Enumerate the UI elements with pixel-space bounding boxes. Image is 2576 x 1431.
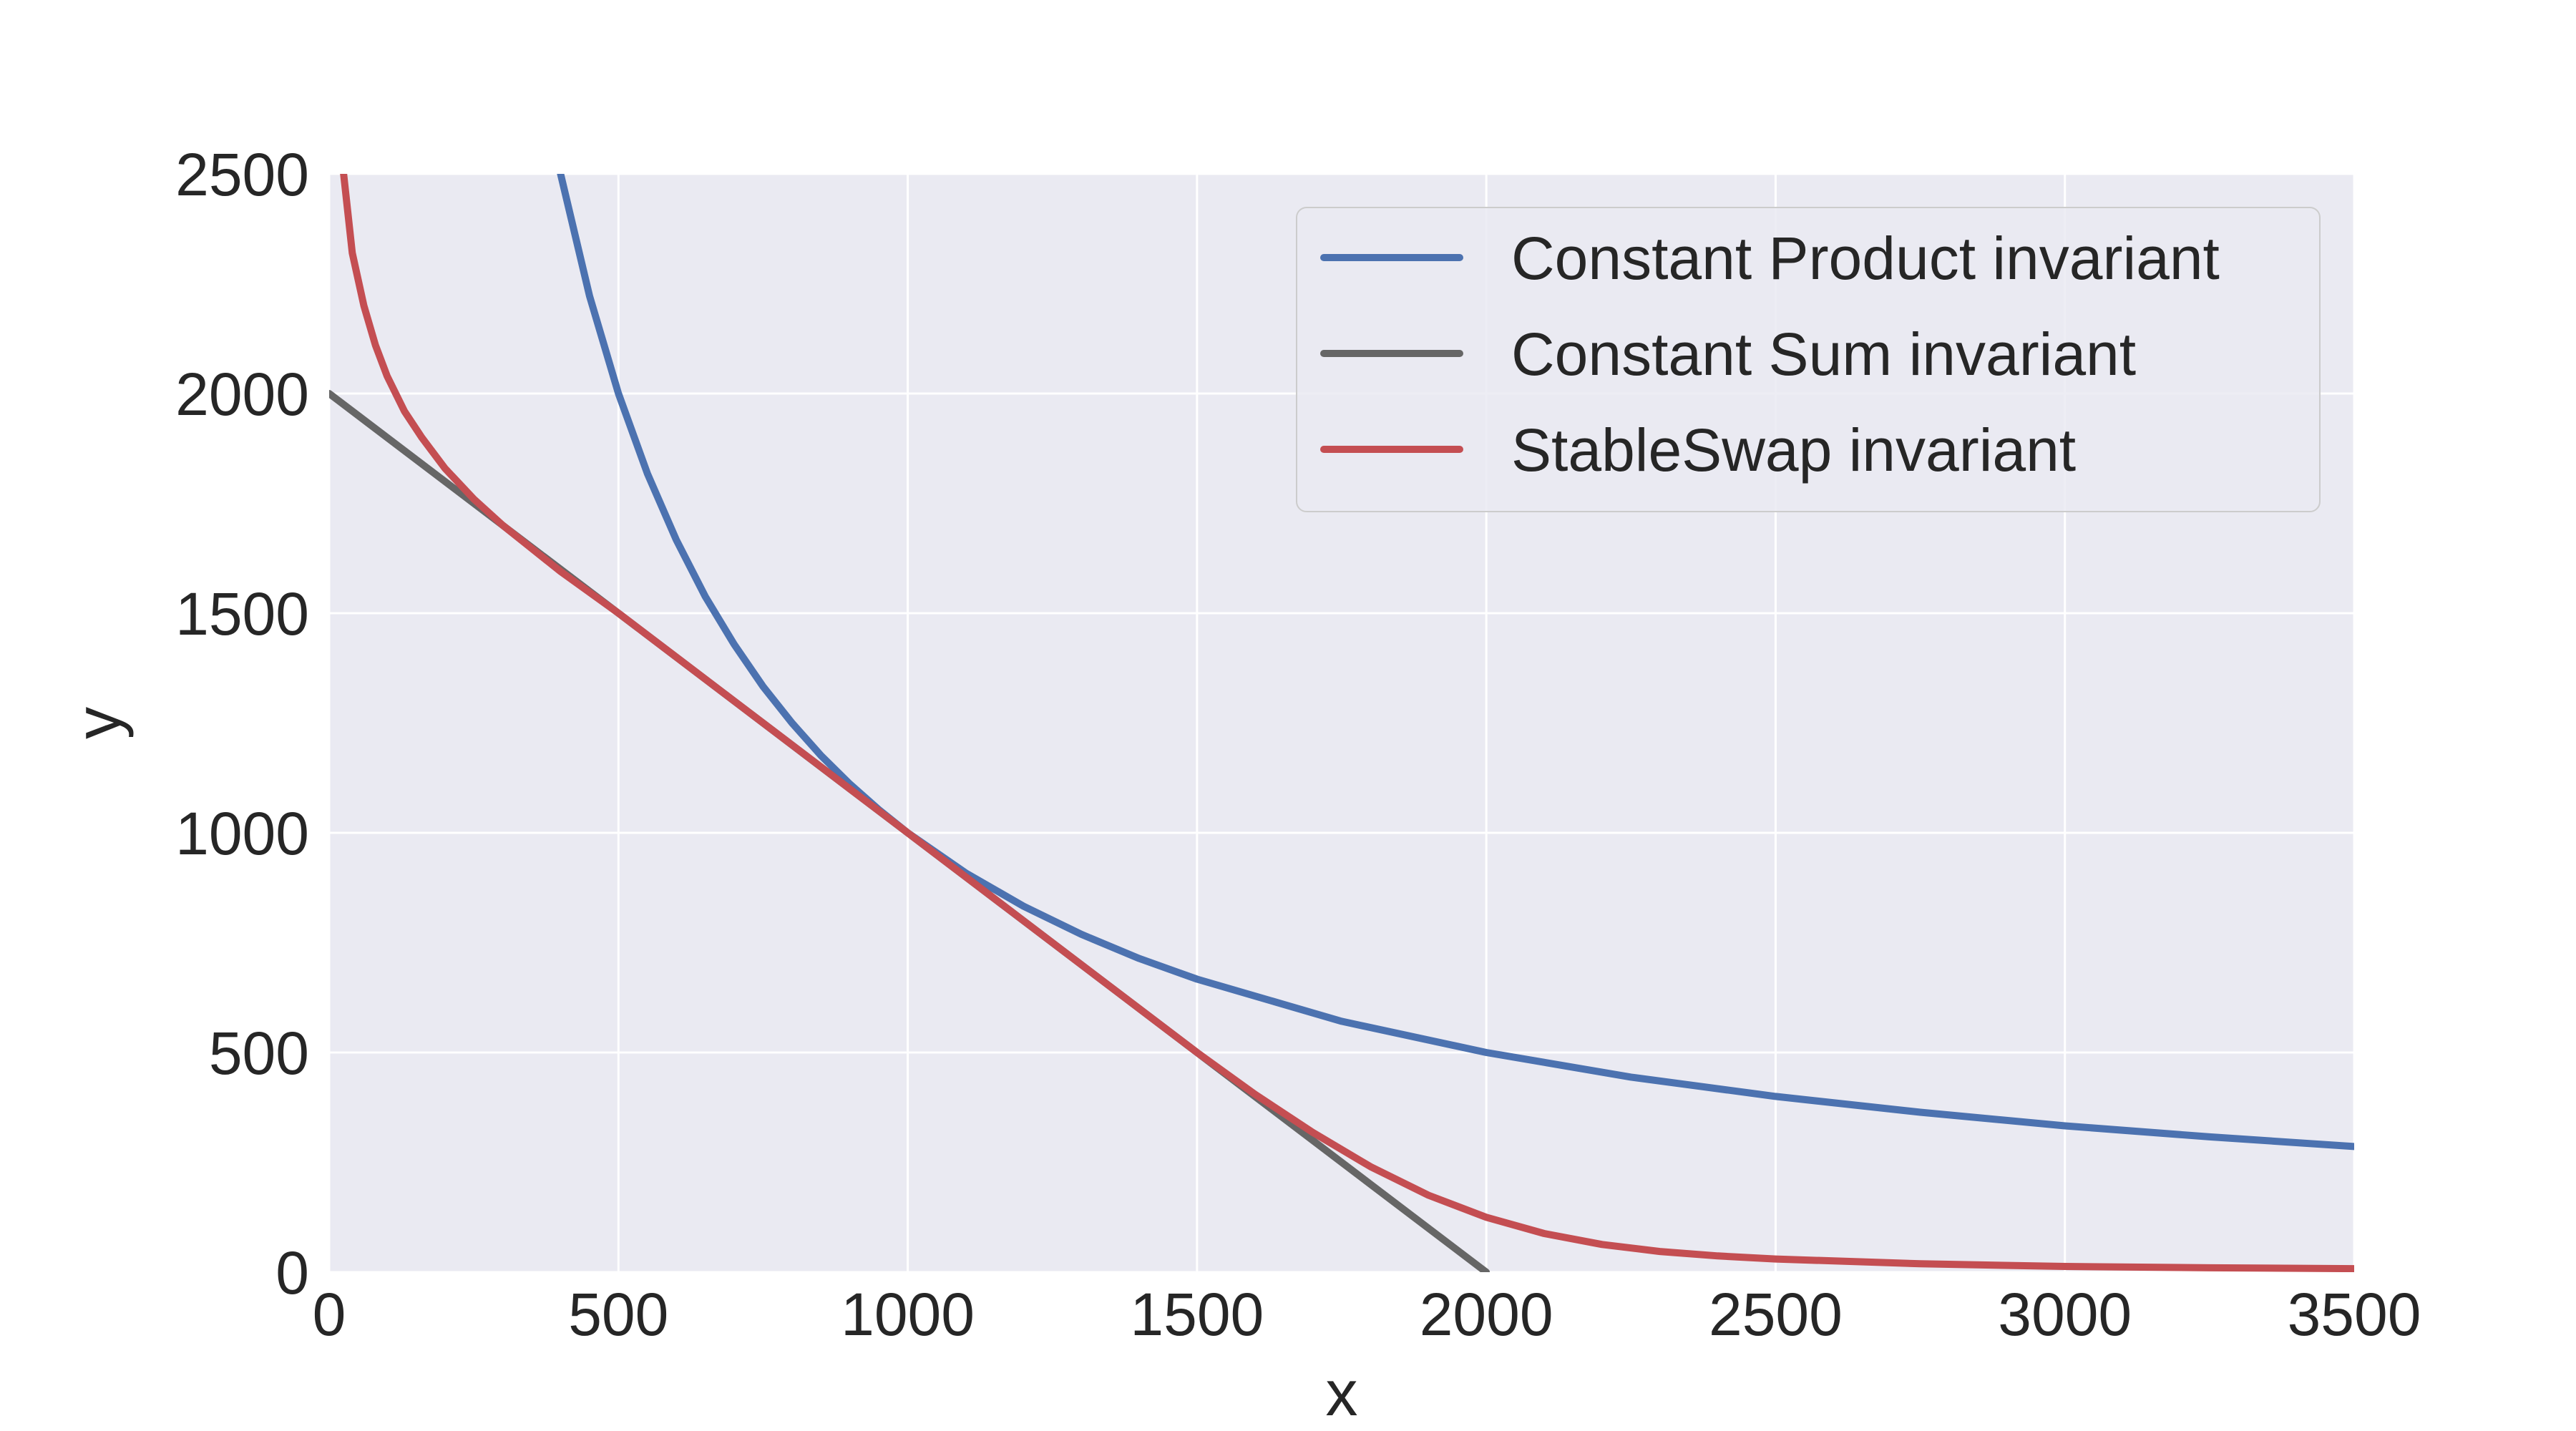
x-axis-title: x: [1326, 1358, 1358, 1430]
y-tick-label: 1500: [175, 580, 309, 648]
legend-label: Constant Sum invariant: [1511, 321, 2136, 388]
x-tick-label: 1000: [841, 1281, 975, 1348]
x-tick-labels: 0 500 1000 1500 2000 2500 3000 3500: [313, 1281, 2421, 1348]
x-tick-label: 3500: [2288, 1281, 2421, 1348]
y-tick-labels: 0 500 1000 1500 2000 2500: [175, 141, 309, 1307]
legend-label: Constant Product invariant: [1511, 225, 2220, 292]
x-tick-label: 1500: [1130, 1281, 1264, 1348]
y-tick-label: 2500: [175, 141, 309, 208]
series: [329, 174, 2354, 1272]
x-tick-label: 2000: [1420, 1281, 1553, 1348]
y-axis-title: y: [63, 707, 135, 739]
y-tick-label: 500: [209, 1020, 309, 1087]
x-tick-label: 500: [568, 1281, 668, 1348]
x-tick-label: 2500: [1709, 1281, 1843, 1348]
legend: Constant Product invariant Constant Sum i…: [1296, 207, 2321, 512]
legend-label: StableSwap invariant: [1511, 416, 2076, 484]
legend-box: [1296, 207, 2321, 512]
y-tick-label: 2000: [175, 361, 309, 428]
grid: [328, 172, 2356, 1274]
series-line-2: [340, 174, 2354, 1272]
x-tick-label: 0: [313, 1281, 346, 1348]
y-tick-label: 1000: [175, 800, 309, 867]
x-tick-label: 3000: [1998, 1281, 2132, 1348]
y-tick-label: 0: [275, 1239, 309, 1307]
